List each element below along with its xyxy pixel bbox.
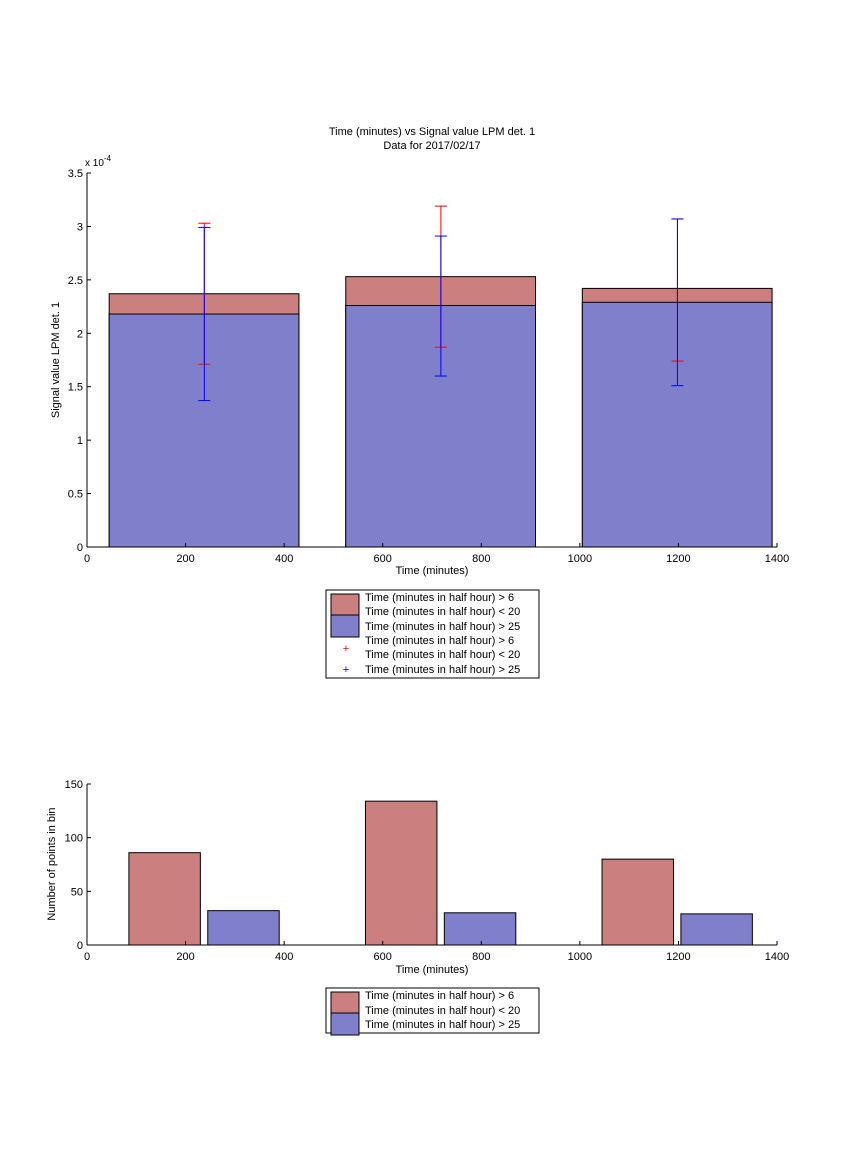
- y-multiplier: x 10-4: [85, 154, 112, 169]
- x-tick-label: 200: [176, 951, 194, 963]
- legend-entry: Time (minutes in half hour) > 6: [365, 990, 514, 1002]
- x-tick-label: 400: [275, 951, 293, 963]
- legend-plus-red: +: [343, 643, 349, 655]
- legend-box: [325, 589, 540, 679]
- y-tick-label: 3: [77, 221, 83, 233]
- chart-subtitle: Data for 2017/02/17: [383, 140, 480, 152]
- x-tick-label: 0: [84, 951, 90, 963]
- x-tick-label: 1400: [765, 951, 789, 963]
- signal-chart: Time (minutes) vs Signal value LPM det. …: [50, 126, 789, 679]
- x-tick-label: 400: [275, 553, 293, 565]
- x-tick-label: 1000: [568, 553, 592, 565]
- y-axis-ticks: 0 50 100 150: [65, 779, 91, 952]
- legend: Time (minutes in half hour) > 6 Time (mi…: [325, 987, 540, 1036]
- y-axis-label: Number of points in bin: [46, 807, 58, 920]
- legend-swatch-red: [330, 593, 360, 617]
- legend-plus-blue: +: [343, 664, 349, 676]
- chart-title: Time (minutes) vs Signal value LPM det. …: [329, 126, 535, 138]
- y-tick-label: 0: [77, 542, 83, 554]
- y-tick-label: 0: [77, 940, 83, 952]
- plot-frame: [86, 173, 777, 548]
- x-tick-label: 800: [472, 553, 490, 565]
- legend-swatch-red: [330, 991, 360, 1015]
- count-bar-red: [601, 858, 674, 946]
- legend-swatch-blue: [330, 614, 360, 638]
- legend-entry: Time (minutes in half hour) < 20: [365, 606, 520, 618]
- y-tick-label: 150: [65, 779, 83, 791]
- x-tick-label: 200: [176, 553, 194, 565]
- y-tick-label: 50: [71, 886, 83, 898]
- x-tick-label: 600: [374, 553, 392, 565]
- legend-entry: Time (minutes in half hour) > 25: [365, 1019, 520, 1031]
- legend-entry: Time (minutes in half hour) > 25: [365, 621, 520, 633]
- plot-frame: [86, 784, 777, 946]
- legend-entry: Time (minutes in half hour) > 25: [365, 664, 520, 676]
- legend-box: [325, 987, 540, 1034]
- legend-entry: Time (minutes in half hour) > 6: [365, 635, 514, 647]
- x-tick-label: 1000: [568, 951, 592, 963]
- count-chart: 0 200 400 600 800 1000 1200 1400 0 50 100 150 Time…: [46, 779, 789, 1036]
- y-tick-label: 2: [77, 328, 83, 340]
- y-tick-label: 3.5: [68, 168, 83, 180]
- x-axis-label: Time (minutes): [396, 565, 469, 577]
- legend-entry: Time (minutes in half hour) < 20: [365, 649, 520, 661]
- y-axis-ticks: 0 0.5 1 1.5 2 2.5 3 3.5: [68, 168, 91, 554]
- count-bar-red: [128, 852, 201, 946]
- x-tick-label: 1200: [666, 951, 690, 963]
- x-tick-label: 800: [472, 951, 490, 963]
- x-tick-label: 1200: [666, 553, 690, 565]
- legend-swatch-blue: [330, 1012, 360, 1036]
- y-tick-label: 100: [65, 833, 83, 845]
- y-tick-label: 0.5: [68, 489, 83, 501]
- y-tick-label: 1: [77, 435, 83, 447]
- x-axis-ticks: 0 200 400 600 800 1000 1200 1400: [84, 543, 789, 565]
- y-tick-label: 1.5: [68, 382, 83, 394]
- count-bar-blue: [207, 910, 280, 946]
- count-bars: [128, 800, 753, 946]
- y-axis-label: Signal value LPM det. 1: [50, 302, 62, 418]
- count-bar-red: [364, 800, 438, 946]
- x-axis-ticks: 0 200 400 600 800 1000 1200 1400: [84, 941, 789, 963]
- count-bar-blue: [680, 913, 753, 946]
- legend: + + Time (minutes in half hour) > 6 Time…: [325, 589, 540, 679]
- x-axis-label: Time (minutes): [396, 964, 469, 976]
- signal-errorbars: [198, 205, 684, 402]
- y-tick-label: 2.5: [68, 275, 83, 287]
- x-tick-label: 600: [374, 951, 392, 963]
- x-tick-label: 0: [84, 553, 90, 565]
- x-tick-label: 1400: [765, 553, 789, 565]
- legend-entry: Time (minutes in half hour) < 20: [365, 1005, 520, 1017]
- count-bar-blue: [443, 912, 517, 946]
- legend-entry: Time (minutes in half hour) > 6: [365, 592, 514, 604]
